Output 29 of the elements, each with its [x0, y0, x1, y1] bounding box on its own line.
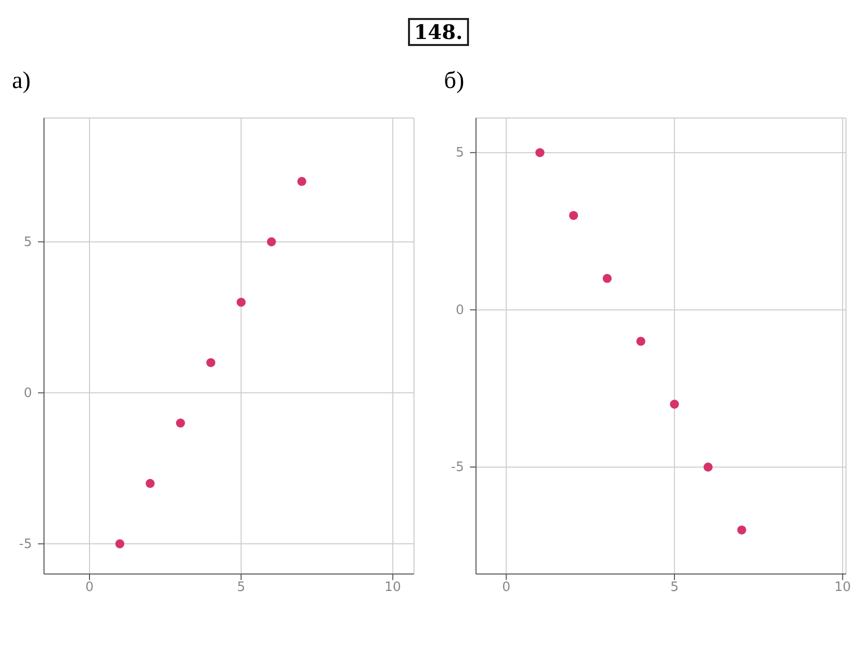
point [602, 274, 612, 283]
y-tick-label: 5 [456, 146, 464, 161]
point [297, 176, 306, 186]
y-tick-label: -5 [451, 460, 464, 476]
point [670, 400, 679, 409]
point [236, 298, 246, 307]
x-tick-label: 10 [384, 580, 402, 596]
point [266, 237, 276, 246]
y-tick-label: 5 [24, 234, 32, 250]
chart-title: а) [12, 68, 32, 96]
point [115, 539, 124, 548]
point [146, 478, 155, 488]
y-tick-label: 0 [456, 302, 464, 318]
point [737, 525, 746, 534]
x-tick-label: 0 [502, 580, 510, 596]
text: 148. [408, 18, 469, 46]
chart-title: б) [444, 68, 466, 96]
x-tick-label: 0 [85, 580, 94, 596]
x-tick-label: 5 [236, 580, 246, 596]
point [704, 462, 713, 472]
y-tick-label: 0 [24, 386, 32, 401]
point [206, 358, 216, 368]
y-tick-label: -5 [19, 536, 32, 552]
point [535, 148, 544, 158]
point [176, 418, 185, 428]
x-tick-label: 5 [670, 580, 679, 596]
point [636, 336, 646, 346]
point [569, 210, 578, 220]
x-tick-label: 10 [834, 580, 851, 596]
